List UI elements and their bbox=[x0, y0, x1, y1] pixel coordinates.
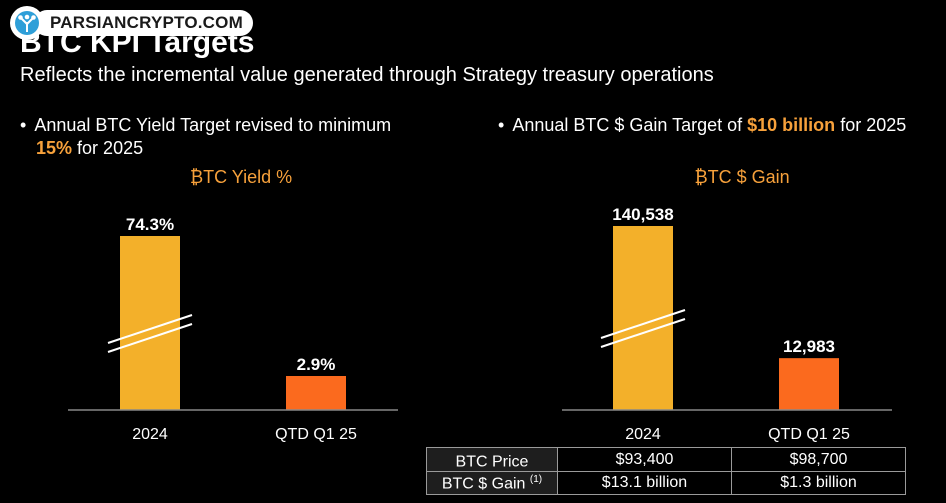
axis-break-mark bbox=[600, 309, 686, 339]
table-cell: $93,400 bbox=[557, 446, 732, 473]
page-subtitle: Reflects the incremental value generated… bbox=[20, 64, 714, 86]
data-label: 2.9% bbox=[297, 355, 336, 374]
bullet-text-end: for 2025 bbox=[77, 138, 144, 158]
bullet-dot: • bbox=[20, 115, 27, 135]
table-row: BTC Price $93,400 $98,700 bbox=[426, 446, 906, 473]
axis-break-mark bbox=[600, 318, 686, 348]
price-table: BTC Price $93,400 $98,700 BTC $ Gain (1)… bbox=[426, 446, 906, 496]
data-label: 140,538 bbox=[612, 205, 673, 224]
bullet-yield-target: • Annual BTC Yield Target revised to mini… bbox=[20, 114, 420, 160]
tree-logo-icon bbox=[10, 6, 44, 40]
bullet-text: Annual BTC Yield Target revised to minim… bbox=[34, 115, 392, 135]
chart-title-gain: ₿TC $ Gain bbox=[694, 167, 790, 187]
bullet-highlight: 15% bbox=[36, 138, 73, 158]
table-row-label: BTC $ Gain (1) bbox=[426, 471, 558, 496]
table-row-label: BTC Price bbox=[426, 446, 558, 473]
bar-2024 bbox=[613, 226, 673, 410]
axis-break-mark bbox=[107, 314, 193, 344]
bullet-highlight: $10 billion bbox=[747, 115, 836, 135]
category-label: 2024 bbox=[625, 426, 661, 443]
bar-2024 bbox=[120, 236, 180, 410]
chart-title-yield: ₿TC Yield % bbox=[189, 167, 293, 187]
category-label: 2024 bbox=[132, 426, 168, 443]
data-label: 74.3% bbox=[126, 215, 174, 234]
bullet-dot: • bbox=[498, 115, 505, 135]
bar-qtd-q1-25 bbox=[286, 376, 346, 410]
bullet-text-end: for 2025 bbox=[840, 115, 907, 135]
category-label: QTD Q1 25 bbox=[768, 426, 850, 443]
table-cell: $1.3 billion bbox=[731, 471, 906, 496]
bullet-text: Annual BTC $ Gain Target of bbox=[512, 115, 743, 135]
data-label: 12,983 bbox=[783, 337, 835, 356]
axis-break-mark bbox=[107, 323, 193, 353]
table-cell: $13.1 billion bbox=[557, 471, 732, 496]
logo-text: PARSIANCRYPTO.COM bbox=[34, 10, 253, 36]
table-cell: $98,700 bbox=[731, 446, 906, 473]
category-label: QTD Q1 25 bbox=[275, 426, 357, 443]
table-row: BTC $ Gain (1) $13.1 billion $1.3 billio… bbox=[426, 471, 906, 496]
bar-qtd-q1-25 bbox=[779, 358, 839, 410]
bullet-gain-target: • Annual BTC $ Gain Target of $10 billion… bbox=[498, 114, 938, 137]
logo-badge: PARSIANCRYPTO.COM bbox=[10, 6, 253, 40]
page-title: BTC KPI Targets bbox=[20, 26, 255, 59]
